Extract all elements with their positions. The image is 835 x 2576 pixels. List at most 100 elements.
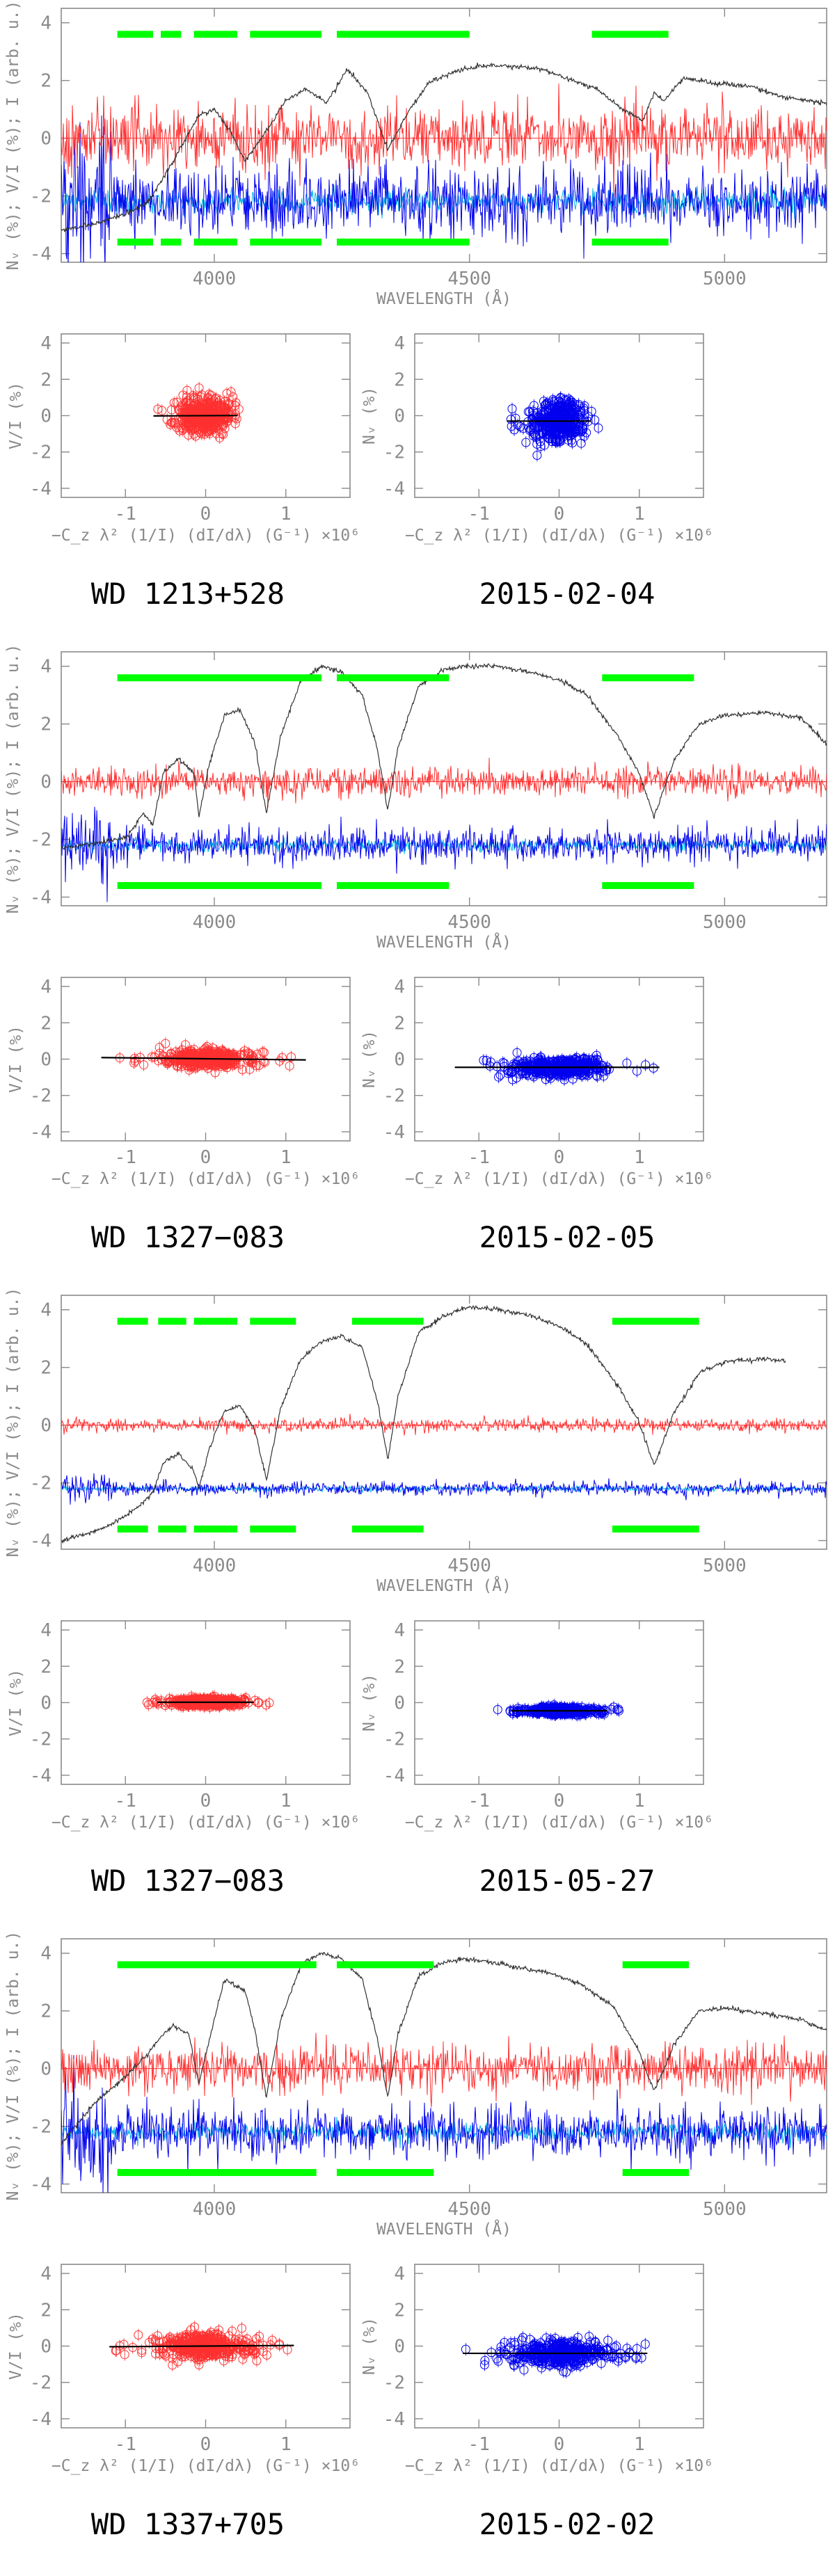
left-panel-ytick-label: -2 <box>30 1086 51 1107</box>
left-panel-ytick-label: 2 <box>40 1656 51 1677</box>
fit-line <box>101 1057 306 1061</box>
right-panel-ytick-label: 2 <box>394 1013 405 1034</box>
left-regression-panel: -1 0 1 -4 -2 0 2 4 −C_z λ² (1/I) (dI/dλ) (G⁻¹) ×… <box>7 1620 360 1832</box>
right-regression-panel: -1 0 1 -4 -2 0 2 4 −C_z λ² (1/I) (dI/dλ) (G⁻¹) ×… <box>360 977 713 1188</box>
spectrum-xtick-label: 4000 <box>193 1555 237 1576</box>
right-panel-xlabel: −C_z λ² (1/I) (dI/dλ) (G⁻¹) ×10⁶ <box>405 1170 713 1188</box>
spectrum-xtick-label: 4500 <box>447 269 491 289</box>
spectrum-ytick-label: 2 <box>40 1358 51 1379</box>
left-panel-xtick-label: -1 <box>115 2434 136 2455</box>
spectrum-xtick-label: 4500 <box>447 2199 491 2220</box>
mask-bar <box>352 1318 424 1325</box>
spectrum-panel: 4000 4500 5000 -4 -2 0 2 4 WAVELENGTH (Å) Nᵥ (%);… <box>4 644 827 952</box>
right-panel-xtick-label: -1 <box>468 504 490 525</box>
null-spectrum-line <box>61 2055 827 2193</box>
mask-bar <box>161 31 182 38</box>
spectrum-plot-area <box>61 31 827 262</box>
spectrum-frame <box>61 1295 827 1550</box>
spectrum-plot-area <box>61 1304 827 1544</box>
right-plot-area <box>493 1698 623 1722</box>
date-caption: 2015-05-27 <box>479 1864 655 1898</box>
left-panel-xtick-label: -1 <box>115 1791 136 1811</box>
date-caption: 2015-02-05 <box>479 1220 655 1254</box>
mask-bar <box>352 1525 424 1533</box>
spectrum-ylabel: Nᵥ (%); V/I (%); I (arb. u.) <box>4 1931 22 2201</box>
left-panel-xlabel: −C_z λ² (1/I) (dI/dλ) (G⁻¹) ×10⁶ <box>51 1814 360 1832</box>
spectrum-ytick-label: 4 <box>40 1944 51 1965</box>
intensity-line <box>61 1304 786 1544</box>
right-panel-ytick-label: -4 <box>383 1122 405 1143</box>
spectrum-ytick-label: -2 <box>30 1473 51 1494</box>
stokes-v-line <box>61 2033 827 2108</box>
mask-bar <box>250 31 321 38</box>
mask-bar <box>158 1525 186 1533</box>
mask-bar <box>117 31 153 38</box>
mask-bar <box>602 881 694 889</box>
left-panel-ytick-label: -4 <box>30 479 51 499</box>
spectrum-ytick-label: 2 <box>40 714 51 735</box>
left-panel-xtick-label: 0 <box>200 504 212 525</box>
mask-bar <box>117 674 321 682</box>
spectrum-xtick-label: 5000 <box>703 2199 747 2220</box>
right-regression-panel: -1 0 1 -4 -2 0 2 4 −C_z λ² (1/I) (dI/dλ) (G⁻¹) ×… <box>360 333 713 545</box>
mask-bar <box>117 1525 148 1533</box>
spectrum-ytick-label: 0 <box>40 1416 51 1437</box>
spectrum-frame <box>61 8 827 263</box>
mask-bar <box>117 2168 317 2176</box>
right-panel-ytick-label: -2 <box>383 1729 405 1750</box>
null-spectrum-line <box>61 806 827 902</box>
spectrum-ytick-label: 4 <box>40 657 51 678</box>
spectrum-ytick-label: 0 <box>40 2059 51 2080</box>
right-panel-frame <box>414 1620 704 1785</box>
left-panel-ytick-label: -2 <box>30 1729 51 1750</box>
right-panel-ytick-label: 4 <box>394 1620 405 1641</box>
star-caption: WD 1213+528 <box>91 577 285 611</box>
left-regression-panel: -1 0 1 -4 -2 0 2 4 −C_z λ² (1/I) (dI/dλ) (G⁻¹) ×… <box>7 977 360 1188</box>
date-caption: 2015-02-04 <box>479 577 655 611</box>
mask-bar <box>193 1318 237 1325</box>
spectrum-ytick-label: 0 <box>40 772 51 793</box>
right-panel-ytick-label: 0 <box>394 1050 405 1071</box>
mask-bar <box>337 1961 434 1969</box>
spectrum-plot-area <box>61 1951 827 2193</box>
mask-bar <box>337 2168 434 2176</box>
right-panel-xtick-label: -1 <box>468 1791 490 1811</box>
left-panel-xlabel: −C_z λ² (1/I) (dI/dλ) (G⁻¹) ×10⁶ <box>51 1170 360 1188</box>
left-panel-xtick-label: -1 <box>115 504 136 525</box>
left-panel-xtick-label: -1 <box>115 1147 136 1168</box>
right-regression-panel: -1 0 1 -4 -2 0 2 4 −C_z λ² (1/I) (dI/dλ) (G⁻¹) ×… <box>360 1620 713 1832</box>
spectrum-xtick-label: 4000 <box>193 2199 237 2220</box>
left-regression-panel: -1 0 1 -4 -2 0 2 4 −C_z λ² (1/I) (dI/dλ) (G⁻¹) ×… <box>7 333 360 545</box>
left-panel-ylabel: V/I (%) <box>7 1025 25 1093</box>
mask-bar <box>161 238 182 246</box>
mask-bar <box>117 238 153 246</box>
right-panel-ytick-label: 2 <box>394 369 405 390</box>
mask-bar <box>591 238 669 246</box>
right-panel-ylabel: Nᵥ (%) <box>360 387 379 445</box>
right-panel-ytick-label: -4 <box>383 479 405 499</box>
spectrum-ytick-label: -2 <box>30 830 51 851</box>
mask-bar <box>591 31 669 38</box>
mask-bar <box>193 31 237 38</box>
spectrum-ylabel: Nᵥ (%); V/I (%); I (arb. u.) <box>4 1288 22 1558</box>
mask-bar <box>337 238 470 246</box>
left-panel-ytick-label: 0 <box>40 406 51 427</box>
spectrum-panel: 4000 4500 5000 -4 -2 0 2 4 WAVELENGTH (Å) Nᵥ (%);… <box>4 1 827 308</box>
left-panel-ytick-label: 4 <box>40 977 51 998</box>
left-panel-xtick-label: 1 <box>280 1147 292 1168</box>
spectrum-ytick-label: 0 <box>40 129 51 150</box>
mask-bar <box>337 881 450 889</box>
left-panel-xtick-label: 1 <box>280 1791 292 1811</box>
star-caption: WD 1327−083 <box>91 1220 285 1254</box>
left-panel-ytick-label: 4 <box>40 333 51 354</box>
mask-bar <box>193 1525 237 1533</box>
right-panel-ytick-label: 0 <box>394 1693 405 1714</box>
right-panel-ytick-label: -2 <box>383 1086 405 1107</box>
left-panel-ylabel: V/I (%) <box>7 382 25 449</box>
right-plot-area <box>506 391 603 462</box>
left-panel-ytick-label: -2 <box>30 2373 51 2394</box>
right-panel-xlabel: −C_z λ² (1/I) (dI/dλ) (G⁻¹) ×10⁶ <box>405 527 713 545</box>
right-panel-xtick-label: 1 <box>634 504 645 525</box>
stokes-v-line <box>61 758 827 808</box>
right-panel-xtick-label: 0 <box>554 1147 565 1168</box>
